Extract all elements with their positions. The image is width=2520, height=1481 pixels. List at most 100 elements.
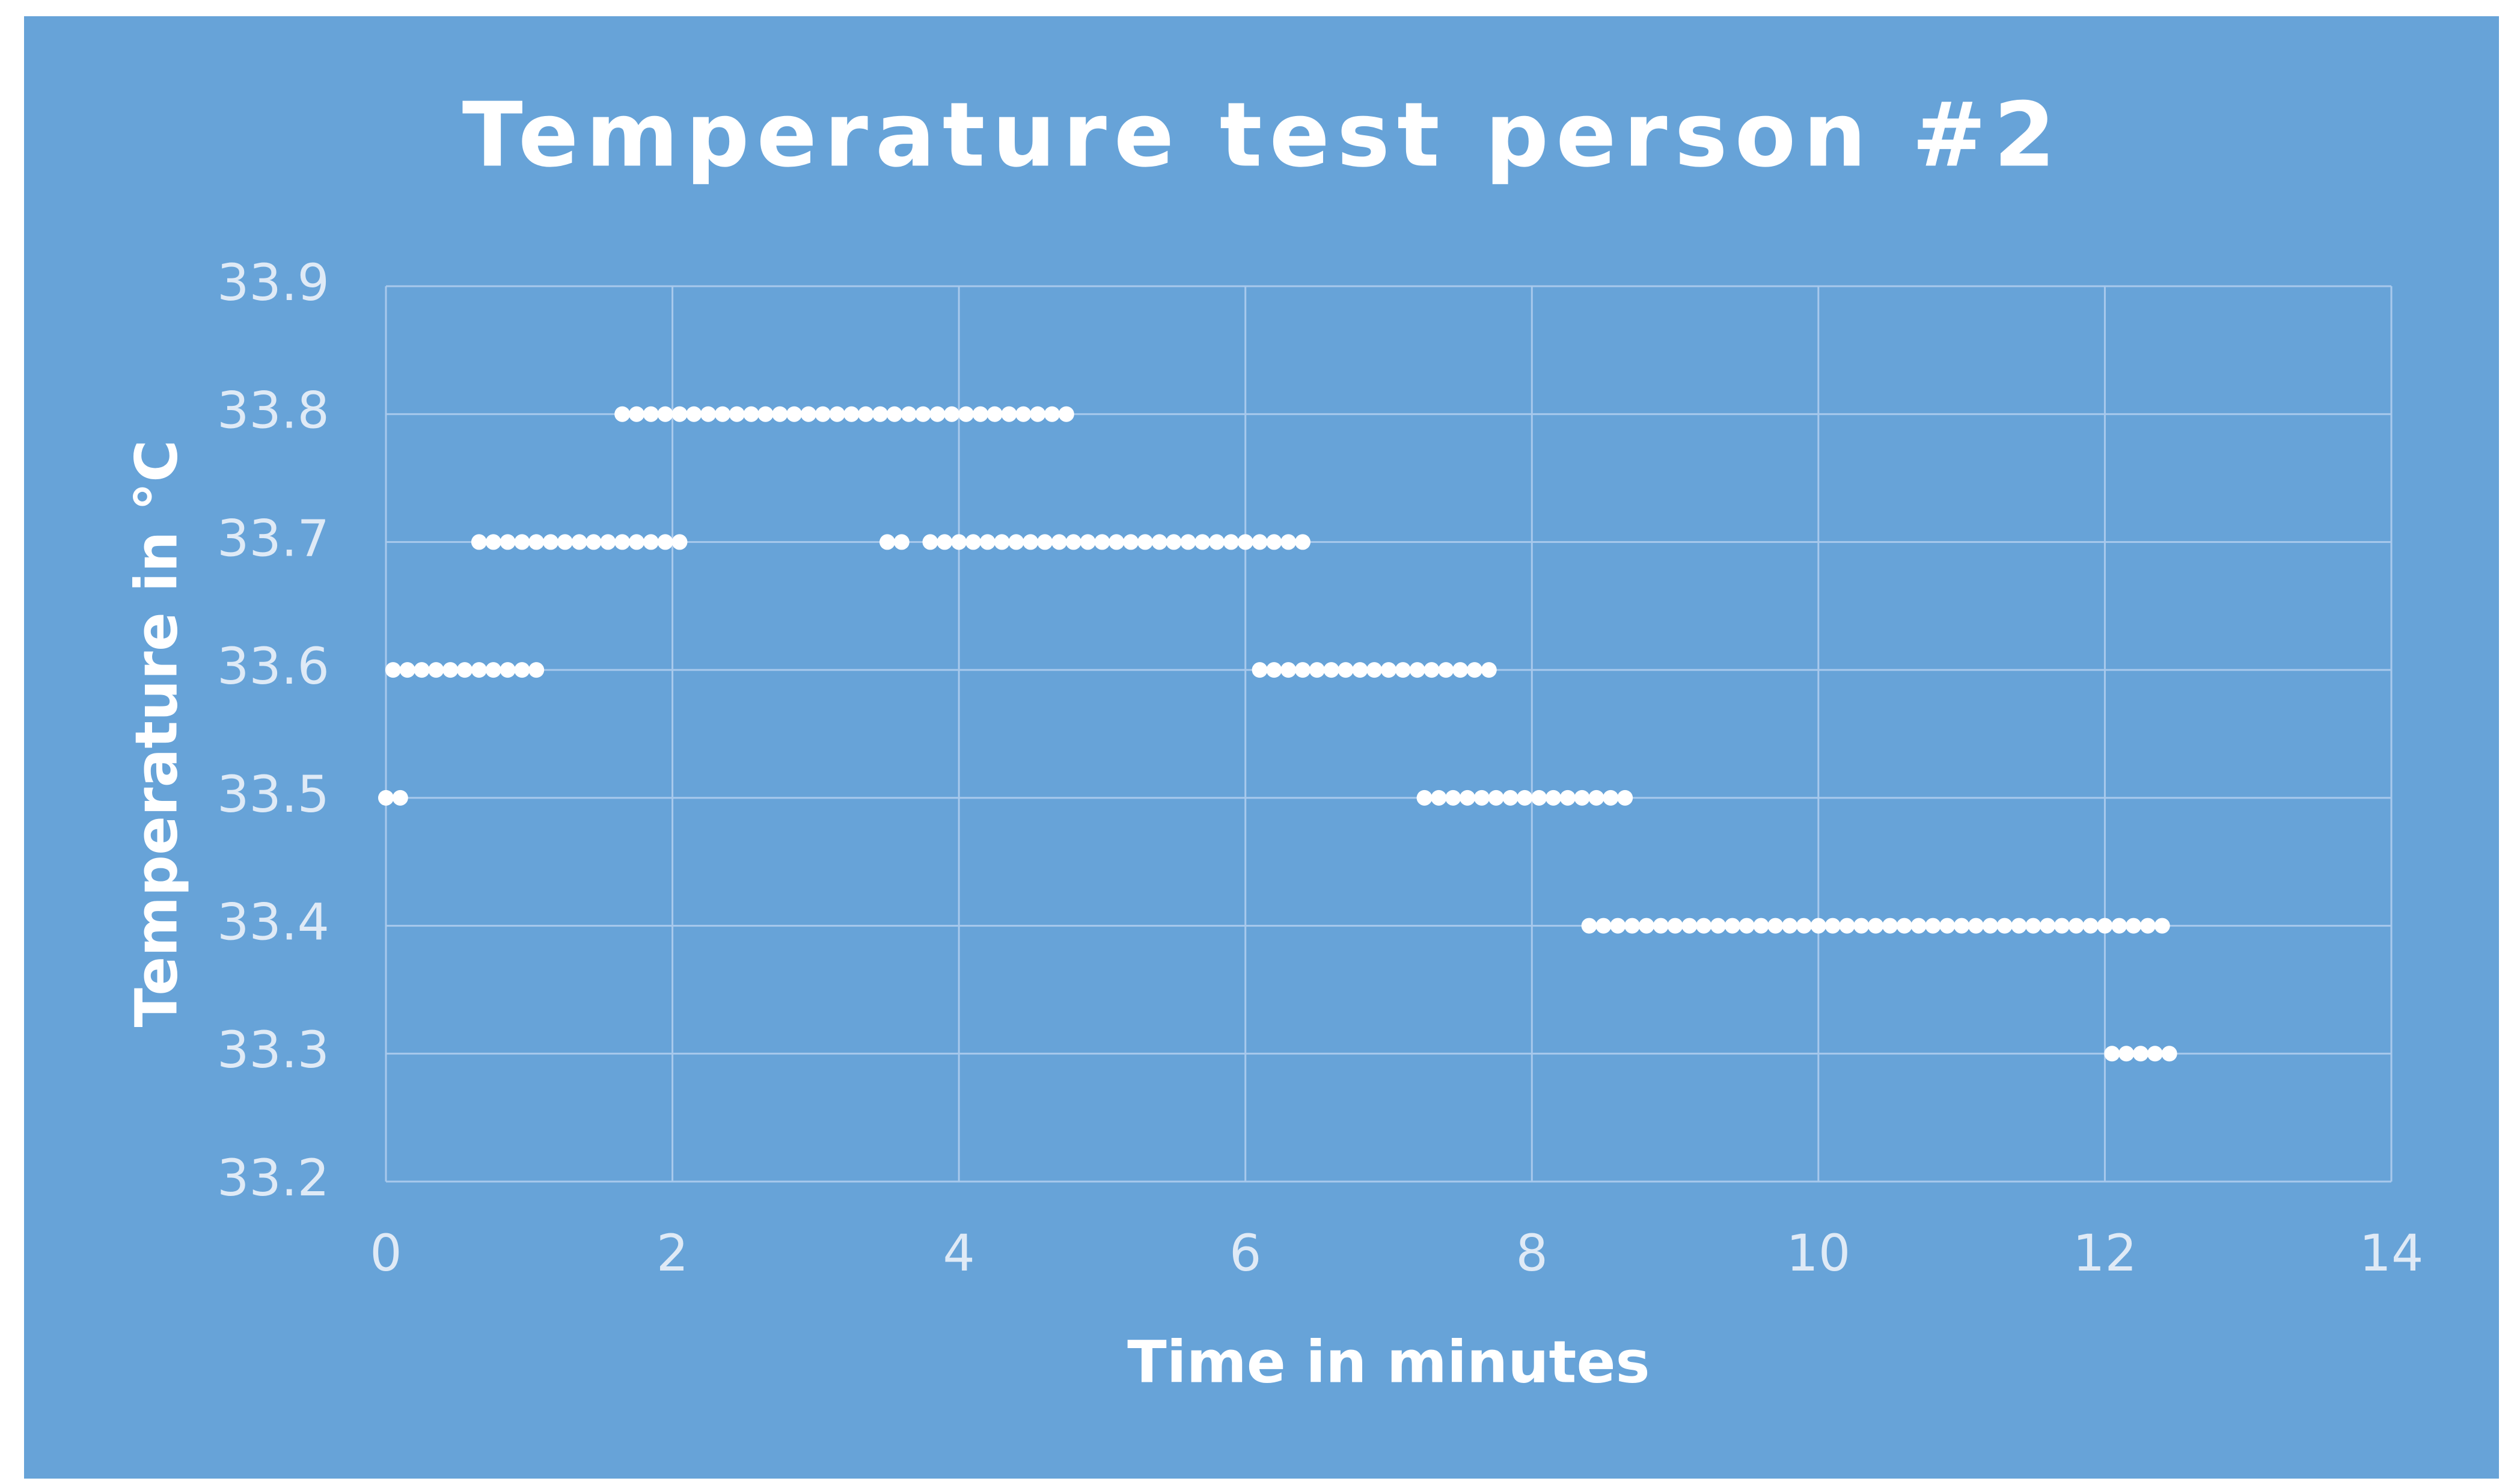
- data-point: [1638, 918, 1654, 934]
- data-point: [1910, 918, 1927, 934]
- data-point: [829, 406, 845, 422]
- x-tick-label: 8: [1516, 1224, 1548, 1283]
- data-point: [714, 406, 730, 422]
- data-point: [1954, 918, 1970, 934]
- data-point: [1352, 662, 1368, 678]
- data-point: [1166, 534, 1182, 550]
- data-point: [671, 534, 688, 550]
- data-point: [1460, 790, 1476, 806]
- data-point: [571, 534, 587, 550]
- data-point: [1223, 534, 1239, 550]
- data-point: [686, 406, 702, 422]
- data-point: [1853, 918, 1870, 934]
- data-point: [378, 790, 394, 806]
- data-point: [1194, 534, 1211, 550]
- data-point: [700, 406, 717, 422]
- data-point: [1610, 918, 1626, 934]
- data-point: [1481, 662, 1497, 678]
- data-point: [2068, 918, 2084, 934]
- data-point: [500, 534, 516, 550]
- data-point: [937, 534, 953, 550]
- data-point: [485, 662, 501, 678]
- data-point: [657, 406, 673, 422]
- data-point: [1824, 918, 1841, 934]
- data-point: [1868, 918, 1884, 934]
- data-point: [1044, 406, 1060, 422]
- data-point: [1151, 534, 1167, 550]
- data-point: [1445, 790, 1461, 806]
- data-point: [1710, 918, 1726, 934]
- data-point: [586, 534, 602, 550]
- data-point: [879, 534, 895, 550]
- data-point: [471, 662, 487, 678]
- data-point: [1996, 918, 2013, 934]
- data-point: [800, 406, 816, 422]
- data-point: [442, 662, 459, 678]
- x-tick-label: 2: [656, 1224, 688, 1283]
- data-point: [886, 406, 902, 422]
- data-point: [1782, 918, 1798, 934]
- data-point: [1882, 918, 1898, 934]
- data-point: [2133, 1046, 2148, 1062]
- data-point: [1438, 662, 1454, 678]
- data-point: [1767, 918, 1784, 934]
- data-point: [2025, 918, 2041, 934]
- data-point: [786, 406, 803, 422]
- data-point: [1968, 918, 1984, 934]
- data-point: [514, 662, 530, 678]
- x-tick-label: 6: [1229, 1224, 1261, 1283]
- chart-title: Temperature test person #2: [462, 84, 2063, 187]
- x-tick-label: 0: [370, 1224, 402, 1283]
- data-point: [1810, 918, 1826, 934]
- data-point: [2011, 918, 2027, 934]
- data-point: [1431, 790, 1447, 806]
- data-point: [1123, 534, 1139, 550]
- data-point: [1030, 406, 1046, 422]
- data-point: [1094, 534, 1110, 550]
- y-tick-label: 33.7: [217, 509, 329, 568]
- data-point: [643, 534, 659, 550]
- data-point: [915, 406, 931, 422]
- data-point: [1925, 918, 1941, 934]
- data-point: [1015, 406, 1032, 422]
- data-point: [929, 406, 946, 422]
- data-point: [729, 406, 745, 422]
- data-point: [772, 406, 788, 422]
- data-point: [872, 406, 888, 422]
- data-point: [1681, 918, 1698, 934]
- data-point: [1252, 534, 1268, 550]
- data-point: [743, 406, 759, 422]
- data-point: [1023, 534, 1039, 550]
- data-point: [657, 534, 673, 550]
- data-point: [1588, 790, 1604, 806]
- data-point: [1517, 790, 1533, 806]
- data-point: [2054, 918, 2070, 934]
- data-point: [1008, 534, 1024, 550]
- data-point: [1395, 662, 1411, 678]
- data-point: [1065, 534, 1081, 550]
- data-point: [965, 534, 981, 550]
- data-point: [1080, 534, 1096, 550]
- data-point: [1559, 790, 1576, 806]
- data-point: [1409, 662, 1425, 678]
- data-point: [972, 406, 988, 422]
- data-point: [2154, 918, 2170, 934]
- data-point: [1266, 534, 1282, 550]
- data-point: [1051, 534, 1067, 550]
- data-point: [528, 534, 545, 550]
- data-point: [2147, 1046, 2163, 1062]
- data-point: [414, 662, 430, 678]
- x-tick-label: 12: [2073, 1224, 2137, 1283]
- data-point: [1595, 918, 1612, 934]
- data-point: [958, 406, 974, 422]
- x-tick-label: 4: [943, 1224, 974, 1283]
- data-point: [2118, 1046, 2135, 1062]
- x-axis-title: Time in minutes: [1127, 1328, 1650, 1396]
- data-point: [893, 534, 910, 550]
- data-point: [1488, 790, 1504, 806]
- data-point: [2082, 918, 2099, 934]
- data-point: [1424, 662, 1440, 678]
- data-point: [1653, 918, 1669, 934]
- data-point: [858, 406, 874, 422]
- data-point: [1796, 918, 1812, 934]
